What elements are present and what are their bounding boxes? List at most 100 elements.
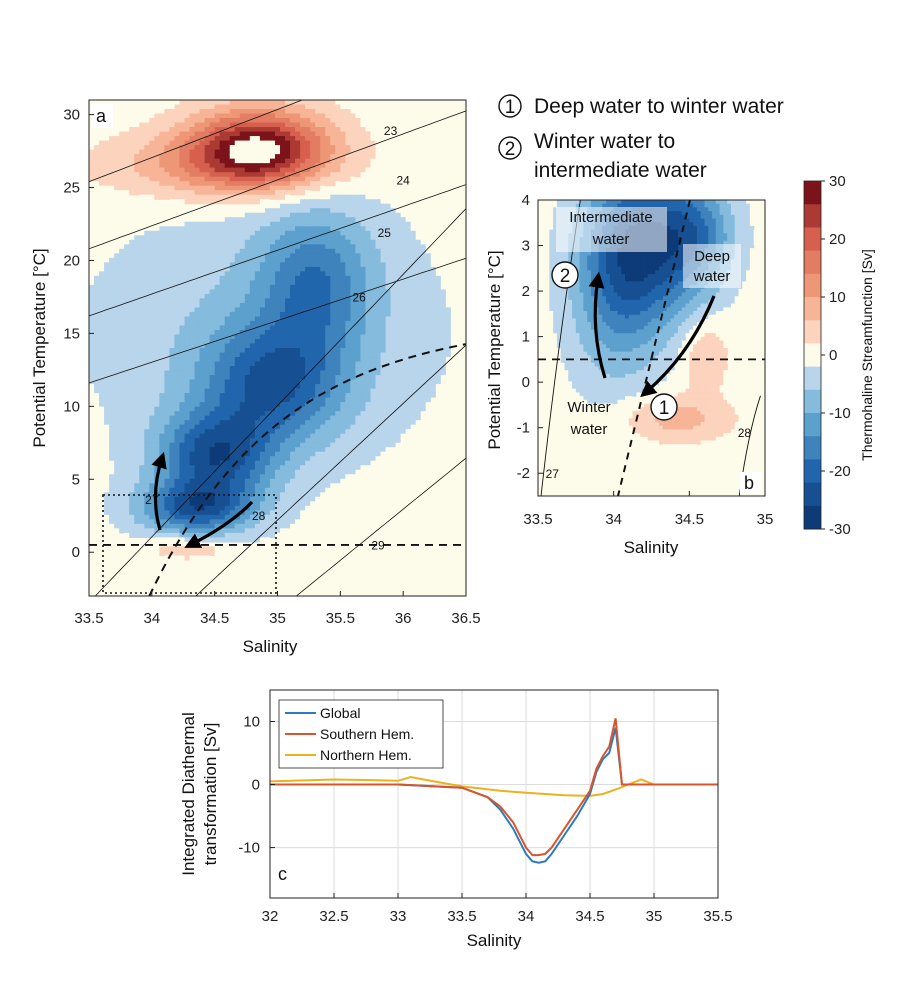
heatmap-cell (269, 217, 276, 223)
heatmap-cell (325, 257, 331, 263)
heatmap-cell (315, 271, 321, 277)
heatmap-cell (174, 230, 181, 236)
heatmap-cell (335, 429, 341, 435)
heatmap-cell (219, 248, 226, 254)
heatmap-cell (274, 284, 281, 290)
heatmap-cell (360, 271, 367, 277)
heatmap-cell (214, 307, 221, 313)
heatmap-cell (315, 239, 321, 245)
heatmap-cell (209, 154, 216, 160)
heatmap-cell (239, 163, 246, 169)
heatmap-cell (280, 451, 286, 457)
heatmap-cell (189, 393, 196, 399)
heatmap-cell (189, 113, 196, 119)
heatmap-cell (355, 370, 362, 376)
heatmap-cell (254, 145, 261, 151)
heatmap-cell (184, 316, 191, 322)
heatmap-cell (194, 357, 201, 363)
heatmap-cell (229, 293, 236, 299)
heatmap-cell (124, 474, 130, 480)
heatmap-cell (224, 451, 231, 457)
heatmap-cell (249, 118, 256, 124)
heatmap-cell (89, 361, 95, 367)
heatmap-cell (259, 235, 266, 241)
heatmap-cell (345, 118, 351, 124)
heatmap-cell (269, 280, 276, 286)
heatmap-cell (340, 420, 346, 426)
heatmap-cell (194, 154, 201, 160)
heatmap-cell (154, 172, 160, 178)
heatmap-cell (239, 433, 246, 439)
heatmap-cell (300, 302, 306, 309)
heatmap-cell (239, 289, 246, 295)
heatmap-cell (229, 199, 236, 205)
heatmap-cell (280, 325, 286, 331)
heatmap-cell (194, 185, 201, 191)
heatmap-cell (214, 415, 221, 421)
heatmap-cell (109, 375, 115, 381)
heatmap-cell (320, 460, 326, 466)
heatmap-cell (174, 496, 181, 502)
heatmap-cell (104, 311, 110, 318)
heatmap-cell (335, 411, 341, 417)
heatmap-cell (345, 194, 351, 200)
heatmap-cell (119, 519, 125, 525)
heatmap-cell (194, 478, 201, 484)
heatmap-cell (340, 113, 346, 119)
heatmap-cell (264, 298, 271, 304)
heatmap-cell (350, 307, 357, 313)
heatmap-cell (224, 266, 231, 272)
heatmap-cell (109, 348, 115, 354)
heatmap-cell (229, 149, 236, 155)
heatmap-cell (280, 262, 286, 268)
heatmap-cell (229, 239, 236, 245)
heatmap-cell (365, 411, 372, 417)
heatmap-cell (300, 447, 306, 453)
heatmap-cell (330, 149, 336, 155)
heatmap-cell (300, 406, 306, 412)
heatmap-cell (134, 185, 140, 191)
heatmap-cell (139, 190, 145, 196)
heatmap-cell (259, 496, 266, 502)
heatmap-cell (174, 505, 181, 511)
heatmap-cell (254, 514, 261, 520)
heatmap-cell (154, 429, 160, 435)
heatmap-cell (164, 384, 171, 390)
heatmap-cell (184, 438, 191, 444)
heatmap-cell (144, 357, 150, 363)
heatmap-cell (370, 212, 377, 218)
heatmap-cell (139, 131, 145, 137)
heatmap-cell (129, 154, 135, 160)
heatmap-cell (249, 226, 256, 232)
heatmap-cell (99, 167, 105, 173)
heatmap-cell (325, 145, 331, 151)
heatmap-cell (199, 451, 206, 457)
heatmap-cell (310, 217, 316, 223)
heatmap-cell (189, 447, 196, 453)
heatmap-cell (119, 447, 125, 453)
heatmap-cell (335, 307, 341, 313)
heatmap-cell (305, 149, 311, 155)
heatmap-cell (164, 289, 171, 295)
heatmap-cell (189, 420, 196, 426)
heatmap-cell (149, 185, 155, 191)
heatmap-cell (335, 158, 341, 164)
heatmap-cell (280, 375, 286, 381)
heatmap-cell (229, 140, 236, 146)
heatmap-cell (239, 235, 246, 241)
heatmap-cell (159, 307, 165, 313)
heatmap-cell (169, 109, 176, 115)
heatmap-cell (280, 176, 286, 182)
heatmap-cell (290, 122, 296, 128)
heatmap-cell (320, 136, 326, 142)
heatmap-cell (229, 420, 236, 426)
heatmap-cell (350, 316, 357, 322)
heatmap-cell (129, 406, 135, 412)
heatmap-cell (114, 451, 120, 457)
heatmap-cell (199, 492, 206, 498)
heatmap-cell (149, 406, 155, 412)
heatmap-cell (345, 289, 351, 295)
heatmap-cell (159, 320, 165, 327)
heatmap-cell (330, 384, 336, 390)
